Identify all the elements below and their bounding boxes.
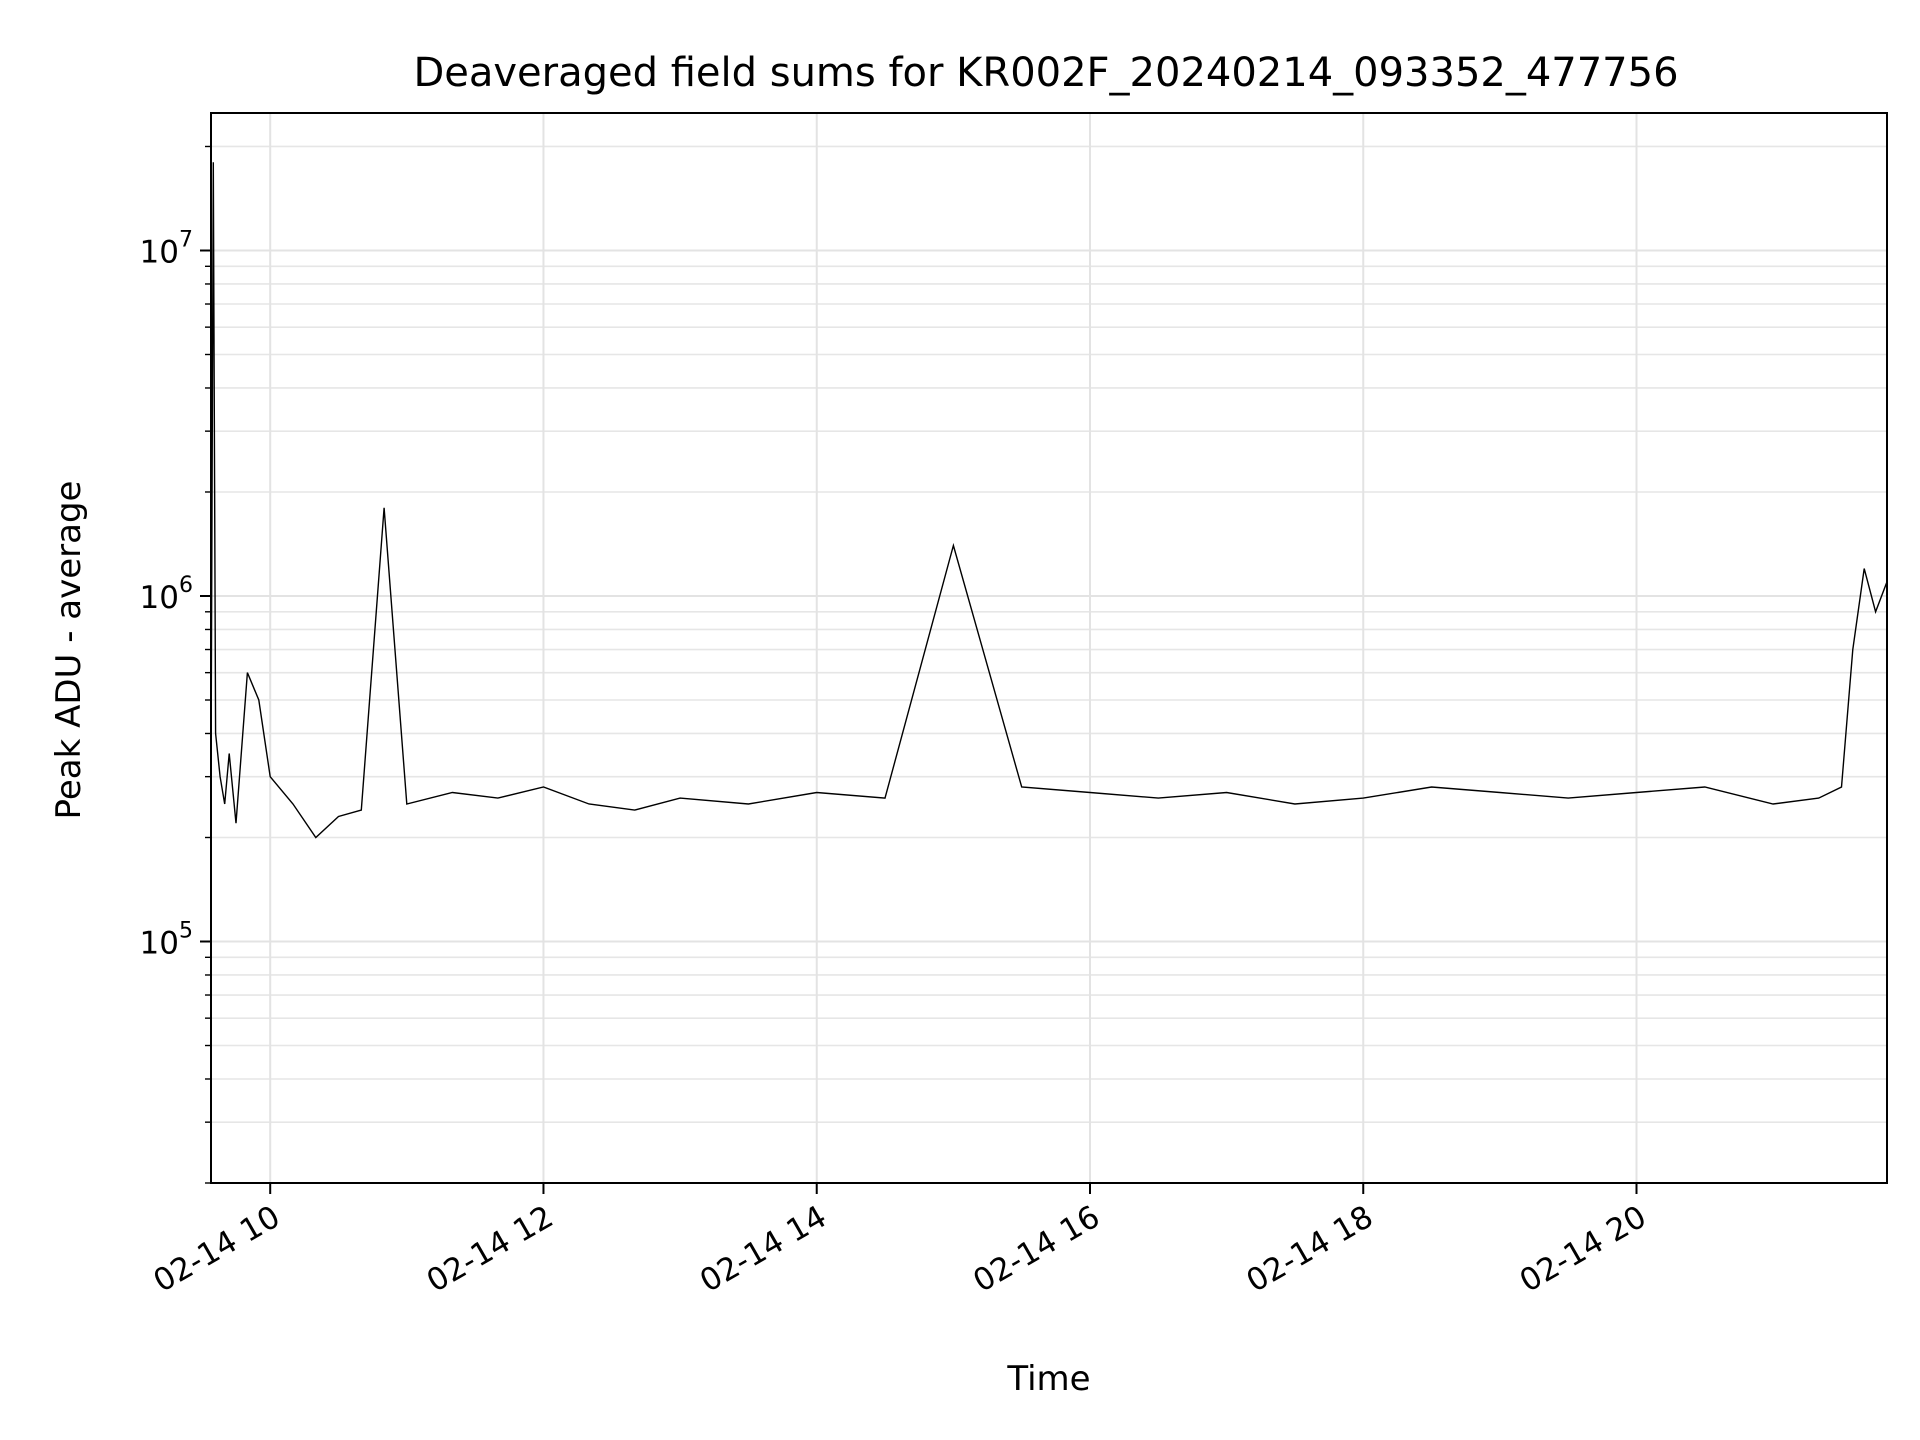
plot-frame [210, 112, 1888, 1184]
y-axis-label: Peak ADU - average [49, 481, 89, 820]
chart-title: Deaveraged field sums for KR002F_2024021… [413, 50, 1678, 96]
data-layer [210, 162, 1888, 839]
y-tick-label: 106 [140, 573, 193, 616]
y-axis: 105 106 107 [140, 145, 211, 1184]
grid-lines [211, 113, 1887, 1184]
y-tick-label: 105 [140, 919, 193, 962]
x-axis-label: Time [1006, 1359, 1090, 1399]
plot-area [210, 112, 1888, 1184]
y-tick-label: 107 [140, 227, 193, 270]
series-line [210, 162, 1888, 839]
